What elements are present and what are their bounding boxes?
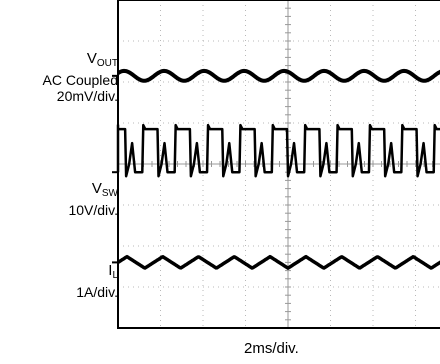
vout-label: VOUT AC Coupled 20mV/div. (42, 50, 119, 105)
vsw-trace (116, 123, 440, 178)
traces (116, 68, 440, 270)
il-trace (117, 254, 440, 270)
vout-trace (116, 68, 440, 83)
plot-frame (117, 0, 440, 329)
vsw-label: VSW 10V/div. (68, 180, 118, 219)
channel-markers (112, 74, 118, 264)
time-base-label: 2ms/div. (244, 340, 299, 357)
il-label: IL 1A/div. (76, 262, 118, 301)
